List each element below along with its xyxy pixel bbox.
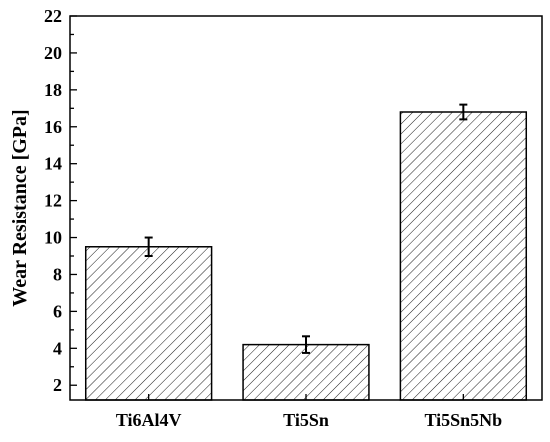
error-bars	[144, 103, 468, 354]
y-tick-label: 10	[44, 228, 62, 248]
plot-frame	[69, 15, 543, 401]
bar-ti5sn5nb	[399, 111, 528, 401]
error-bar-ti5sn5nb	[459, 103, 468, 121]
x-tick-label: Ti5Sn5Nb	[424, 410, 502, 430]
y-tick-label: 18	[44, 80, 62, 100]
y-tick-label: 22	[44, 6, 62, 26]
bar-ti6al4v	[84, 246, 213, 401]
bars	[84, 111, 528, 401]
y-tick-label: 16	[44, 117, 62, 137]
y-tick-label: 20	[44, 43, 62, 63]
y-tick-label: 2	[53, 375, 62, 395]
y-axis-title: Wear Resistance [GPa]	[9, 109, 31, 306]
x-tick-label: Ti6Al4V	[116, 410, 182, 430]
y-tick-label: 6	[53, 301, 62, 321]
error-bar-ti6al4v	[144, 236, 153, 257]
y-tick-label: 4	[53, 338, 62, 358]
tick-labels: 2 4 6 8 10 12 14 16 18 20 22 Ti6Al4V Ti5Sn Ti5Sn5Nb	[44, 6, 502, 430]
x-tick-label: Ti5Sn	[283, 410, 329, 430]
y-tick-label: 8	[53, 264, 62, 284]
y-tick-label: 14	[44, 154, 62, 174]
y-tick-label: 12	[44, 191, 62, 211]
error-bar-ti5sn	[302, 335, 310, 354]
